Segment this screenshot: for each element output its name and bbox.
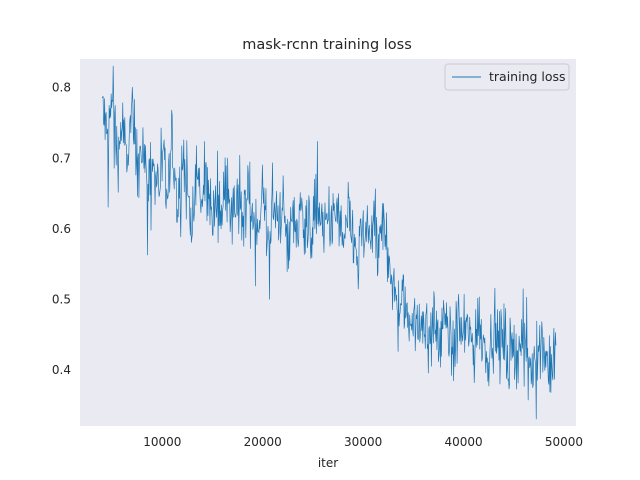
legend-box	[444, 63, 570, 91]
x-axis-ticks: 10000 20000 30000 40000 50000	[143, 435, 583, 449]
y-tick-label: 0.7	[52, 151, 71, 165]
y-tick-label: 0.4	[52, 363, 71, 377]
chart-title: mask-rcnn training loss	[242, 37, 412, 53]
legend-label: training loss	[489, 69, 566, 84]
series-line-training-loss	[101, 65, 557, 420]
y-axis-ticks: 0.4 0.5 0.6 0.7 0.8	[52, 81, 71, 377]
x-tick-label: 50000	[545, 435, 583, 449]
x-tick-label: 30000	[344, 435, 382, 449]
x-tick-label: 40000	[444, 435, 482, 449]
y-tick-label: 0.8	[52, 81, 71, 95]
y-tick-label: 0.5	[52, 292, 71, 306]
y-tick-label: 0.6	[52, 222, 71, 236]
x-axis-label: iter	[318, 456, 338, 470]
legend: training loss	[444, 63, 570, 91]
plot-area	[80, 59, 576, 426]
x-tick-label: 20000	[244, 435, 282, 449]
x-tick-label: 10000	[143, 435, 181, 449]
